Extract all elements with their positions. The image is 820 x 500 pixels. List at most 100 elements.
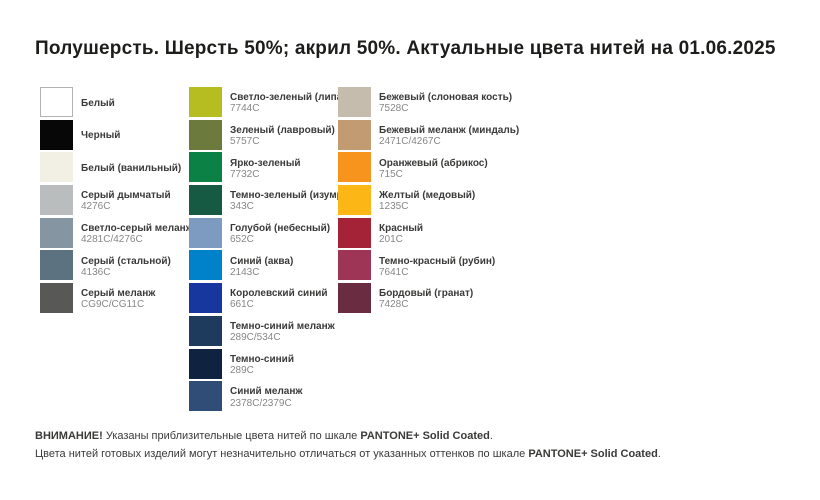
color-code: CG9C/CG11C [81,299,145,311]
color-name: Серый меланж [81,288,156,300]
color-labels: Белый [81,98,115,109]
color-swatch [189,87,222,117]
color-name: Серый (стальной) [81,255,171,267]
color-labels: Синий меланж 2378C/2379C [230,386,303,408]
color-labels: Желтый (медовый) 1235C [379,190,475,212]
color-name: Зеленый (лавровый) [230,124,335,136]
footnote-line: ВНИМАНИЕ! Указаны приблизительные цвета … [35,428,661,446]
color-name: Синий (аква) [230,255,294,267]
color-swatch [189,348,222,379]
color-name: Светло-серый меланж [81,222,193,234]
color-labels: Бежевый (слоновая кость) 7528C [379,92,512,114]
color-swatch [338,250,371,281]
color-item: Темно-зеленый (изумруд) 343C [189,185,358,218]
swatch-column-2: Светло-зеленый (липа) 7744C Зеленый (лавро… [189,87,358,414]
color-swatch [40,119,73,150]
color-labels: Красный 201C [379,223,423,245]
color-labels: Светло-серый меланж 4281C/4276C [81,223,193,245]
color-name: Синий меланж [230,386,303,398]
color-swatch [338,119,371,150]
color-name: Светло-зеленый (липа) [230,92,346,104]
color-name: Серый дымчатый [81,190,171,202]
swatch-column-1: Белый Черный Белый (ванильный) Серый дымчат… [40,87,193,414]
color-labels: Темно-зеленый (изумруд) 343C [230,190,358,212]
color-labels: Темно-синий меланж 289C/534C [230,321,335,343]
color-name: Темно-синий [230,353,294,365]
color-item: Черный [40,119,189,153]
color-item: Бежевый меланж (миндаль) 2471C/4267C [338,119,519,153]
color-name: Бежевый (слоновая кость) [379,92,513,104]
color-labels: Оранжевый (абрикос) 715C [379,158,488,180]
footnote: ВНИМАНИЕ! Указаны приблизительные цвета … [35,428,661,464]
color-name: Белый [81,97,115,109]
color-name: Оранжевый (абрикос) [379,157,488,169]
footnote-bold-text: PANTONE+ Solid Coated [528,447,658,460]
color-item: Ярко-зеленый 7732C [189,152,338,185]
color-name: Красный [379,222,424,234]
color-code: 7428C [379,299,409,311]
color-code: 2378C/2379C [230,397,292,409]
color-item: Темно-синий 289C [189,348,338,382]
color-code: 4136C [81,266,111,278]
color-item: Королевский синий 661C [189,283,338,316]
color-labels: Зеленый (лавровый) 5757C [230,125,335,147]
color-labels: Бордовый (гранат) 7428C [379,288,473,310]
color-code: 343C [230,201,254,213]
color-swatch [338,152,371,183]
color-name: Бежевый меланж (миндаль) [379,124,520,136]
color-swatch [40,250,73,281]
color-item: Белый (ванильный) [40,152,189,185]
swatch-column-3: Бежевый (слоновая кость) 7528C Бежевый мел… [338,87,519,414]
color-item: Серый (стальной) 4136C [40,250,189,283]
color-swatch [189,217,222,248]
footnote-text: . [489,430,493,442]
color-code: 7528C [379,103,409,115]
color-code: 289C [230,364,254,376]
color-name: Ярко-зеленый [230,157,301,169]
color-code: 7744C [230,103,260,115]
color-labels: Светло-зеленый (липа) 7744C [230,92,346,114]
color-name: Бордовый (гранат) [379,288,474,300]
color-name: Черный [81,130,121,142]
footnote-bold-text: PANTONE+ Solid Coated [360,430,490,442]
color-item: Светло-зеленый (липа) 7744C [189,87,346,120]
color-name: Королевский синий [230,288,328,300]
color-name: Темно-красный (рубин) [379,255,496,267]
color-item: Желтый (медовый) 1235C [338,185,487,218]
color-swatch [189,283,222,314]
color-swatch [40,185,73,216]
color-name: Белый (ванильный) [81,163,182,175]
page-title: Полушерсть. Шерсть 50%; акрил 50%. Актуа… [35,38,776,59]
color-code: 7732C [230,168,260,180]
color-item: Бордовый (гранат) 7428C [338,283,487,316]
color-swatch [338,185,371,216]
color-code: 652C [230,234,254,246]
color-item: Серый меланж CG9C/CG11C [40,283,189,316]
color-swatch [189,250,222,281]
color-swatch [189,315,222,346]
color-item: Голубой (небесный) 652C [189,217,338,251]
color-code: 7641C [379,266,409,278]
color-swatch [40,217,73,248]
color-swatch [338,283,371,314]
footnote-text: Цвета нитей готовых изделий могут незнач… [35,447,529,460]
color-item: Синий (аква) 2143C [189,250,338,283]
color-labels: Черный [81,130,120,141]
color-name: Желтый (медовый) [379,190,476,202]
color-swatch [189,185,222,216]
color-labels: Серый меланж CG9C/CG11C [81,288,155,310]
color-swatch [189,119,222,150]
color-labels: Белый (ванильный) [81,163,181,174]
footnote-text: Указаны приблизительные цвета нитей по ш… [102,430,361,442]
color-code: 5757C [230,136,260,148]
footnote-line: Цвета нитей готовых изделий могут незнач… [35,446,661,464]
color-code: 2143C [230,266,260,278]
color-code: 201C [379,234,403,246]
color-item: Красный 201C [338,217,487,251]
footnote-bold-text: ВНИМАНИЕ! [35,430,103,442]
color-item: Темно-синий меланж 289C/534C [189,315,338,349]
color-labels: Ярко-зеленый 7732C [230,158,301,180]
color-labels: Серый дымчатый 4276C [81,190,171,212]
color-labels: Темно-синий 289C [230,354,294,376]
color-item: Белый [40,87,189,120]
